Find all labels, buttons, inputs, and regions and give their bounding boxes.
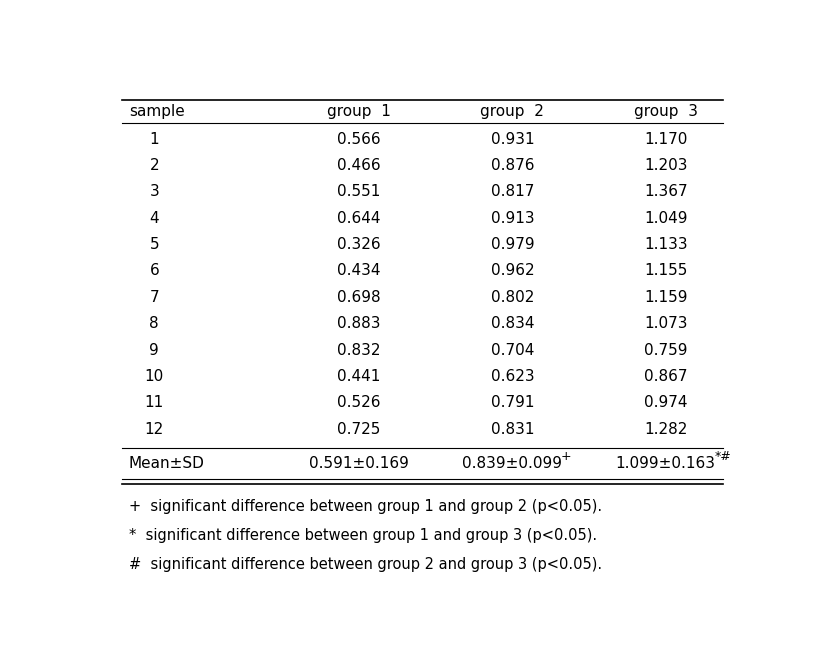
Text: 2: 2 [149,158,159,173]
Text: 0.979: 0.979 [491,237,534,252]
Text: 1.133: 1.133 [644,237,687,252]
Text: 0.698: 0.698 [337,290,380,305]
Text: group  1: group 1 [327,104,391,119]
Text: 0.867: 0.867 [644,369,687,384]
Text: 0.832: 0.832 [337,342,380,357]
Text: 1: 1 [149,132,159,147]
Text: 11: 11 [144,395,164,410]
Text: 1.203: 1.203 [644,158,687,173]
Text: 0.831: 0.831 [491,422,534,437]
Text: group  3: group 3 [634,104,698,119]
Text: 0.466: 0.466 [337,158,380,173]
Text: 0.962: 0.962 [491,264,534,278]
Text: 0.591±0.169: 0.591±0.169 [309,456,409,471]
Text: 0.326: 0.326 [337,237,380,252]
Text: #  significant difference between group 2 and group 3 (p<0.05).: # significant difference between group 2… [129,557,601,572]
Text: 5: 5 [149,237,159,252]
Text: +: + [560,450,571,463]
Text: 0.883: 0.883 [337,316,380,331]
Text: 6: 6 [149,264,159,278]
Text: 0.434: 0.434 [337,264,380,278]
Text: 0.704: 0.704 [491,342,534,357]
Text: 0.834: 0.834 [491,316,534,331]
Text: 12: 12 [144,422,164,437]
Text: 0.913: 0.913 [491,211,534,225]
Text: 1.073: 1.073 [644,316,687,331]
Text: 1.049: 1.049 [644,211,687,225]
Text: 1.282: 1.282 [644,422,687,437]
Text: 1.367: 1.367 [644,184,687,200]
Text: 4: 4 [149,211,159,225]
Text: 0.441: 0.441 [337,369,380,384]
Text: sample: sample [129,104,185,119]
Text: 9: 9 [149,342,159,357]
Text: 0.644: 0.644 [337,211,380,225]
Text: 7: 7 [149,290,159,305]
Text: 0.876: 0.876 [491,158,534,173]
Text: 0.974: 0.974 [644,395,687,410]
Text: 0.817: 0.817 [491,184,534,200]
Text: 1.155: 1.155 [644,264,687,278]
Text: 0.791: 0.791 [491,395,534,410]
Text: 1.170: 1.170 [644,132,687,147]
Text: 8: 8 [149,316,159,331]
Text: 1.159: 1.159 [644,290,687,305]
Text: group  2: group 2 [480,104,544,119]
Text: 0.931: 0.931 [491,132,534,147]
Text: 0.526: 0.526 [337,395,380,410]
Text: 1.099±0.163: 1.099±0.163 [615,456,716,471]
Text: 3: 3 [149,184,159,200]
Text: Mean±SD: Mean±SD [129,456,205,471]
Text: *#: *# [714,450,731,463]
Text: 0.802: 0.802 [491,290,534,305]
Text: 0.623: 0.623 [491,369,534,384]
Text: 0.551: 0.551 [337,184,380,200]
Text: 0.839±0.099: 0.839±0.099 [462,456,563,471]
Text: 0.725: 0.725 [337,422,380,437]
Text: +  significant difference between group 1 and group 2 (p<0.05).: + significant difference between group 1… [129,499,601,514]
Text: *  significant difference between group 1 and group 3 (p<0.05).: * significant difference between group 1… [129,528,596,543]
Text: 10: 10 [144,369,164,384]
Text: 0.566: 0.566 [337,132,380,147]
Text: 0.759: 0.759 [644,342,687,357]
